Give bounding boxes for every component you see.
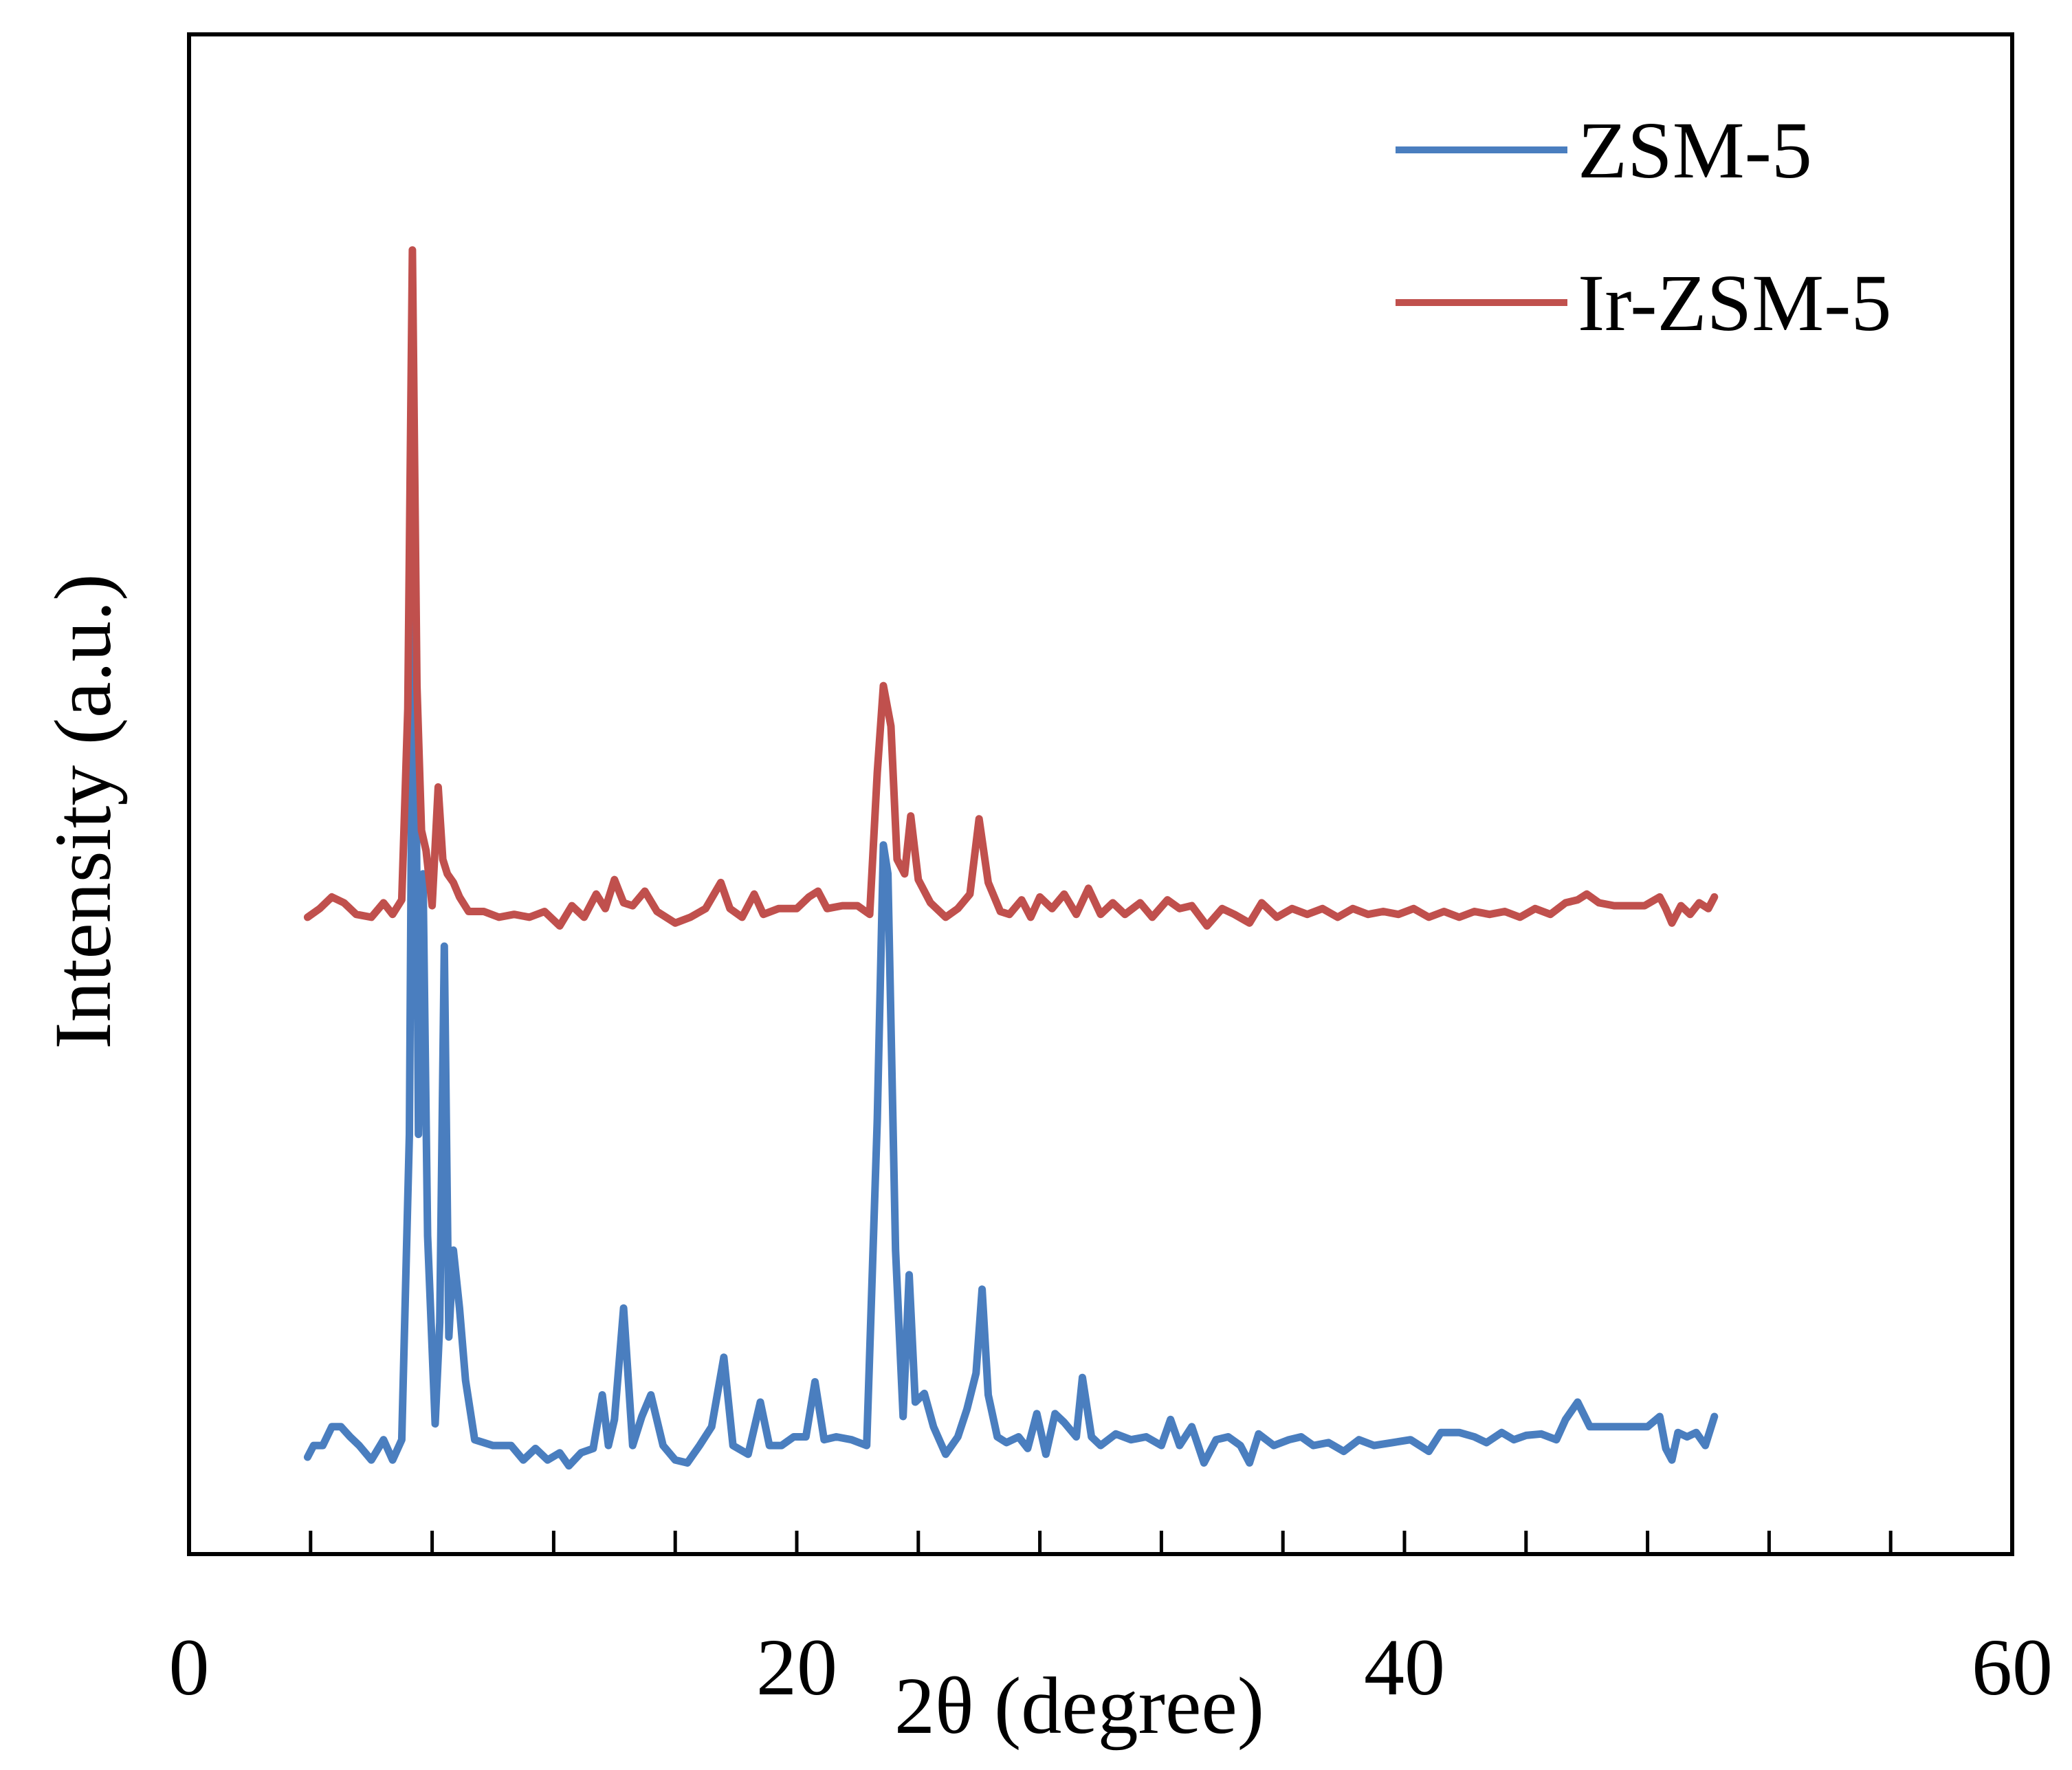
x-tick-label: 40: [1364, 1622, 1445, 1712]
legend: ZSM-5 Ir-ZSM-5: [1396, 105, 1891, 348]
plot-frame: [187, 32, 2014, 1556]
x-axis-label: 2θ (degree): [894, 1661, 1264, 1751]
legend-label-ir-zsm-5: Ir-ZSM-5: [1578, 258, 1891, 348]
x-axis-ticks: [309, 1531, 1893, 1554]
y-axis-label: Intensity (a.u.): [38, 573, 128, 1049]
x-tick-label: 20: [756, 1622, 837, 1712]
series-line-zsm-5: [303, 435, 1719, 1470]
legend-label-zsm-5: ZSM-5: [1578, 105, 1812, 195]
series-line-ir-zsm-5: [303, 246, 1719, 930]
series-layer: [303, 246, 1719, 1470]
x-tick-label: 60: [1972, 1622, 2053, 1712]
x-tick-label: 0: [169, 1622, 210, 1712]
x-axis-tick-labels: 0 20 40 60: [169, 1622, 2053, 1712]
